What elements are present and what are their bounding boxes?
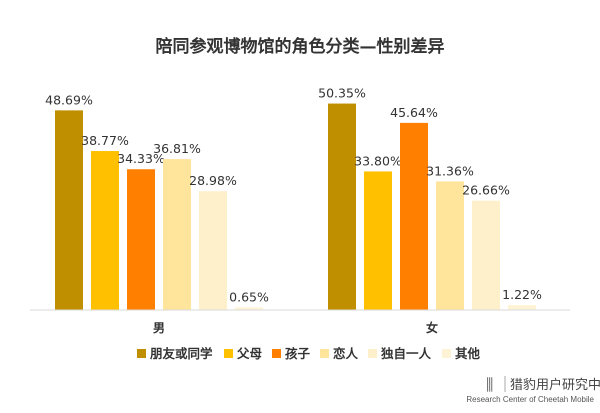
data-label: 50.35% [318, 86, 366, 101]
legend-swatch [368, 349, 377, 358]
legend-swatch [224, 349, 233, 358]
legend-label: 其他 [455, 346, 481, 361]
legend-swatch [442, 349, 451, 358]
legend-item: 恋人 [320, 346, 359, 361]
data-label: 34.33% [117, 151, 165, 166]
logo-mark-icon: ⫼ [486, 375, 493, 394]
legend-swatch [137, 349, 146, 358]
data-label: 28.98% [189, 173, 237, 188]
data-label: 33.80% [354, 153, 402, 168]
bar-1-3 [127, 169, 155, 310]
legend-label: 恋人 [333, 346, 359, 361]
logo-subtitle: Research Center of Cheetah Mobile [466, 395, 594, 404]
legend-label: 独自一人 [380, 346, 432, 361]
bar-1-2 [91, 151, 119, 310]
data-label: 1.22% [502, 287, 542, 302]
bar-1-1 [55, 110, 83, 310]
category-label: 男 [153, 321, 165, 335]
legend-swatch [272, 349, 281, 358]
legend-label: 父母 [236, 346, 263, 361]
category-label: 女 [426, 320, 438, 335]
legend-item: 其他 [442, 346, 481, 361]
bar-2-5 [472, 200, 500, 310]
bar-2-2 [364, 171, 392, 310]
data-label: 0.65% [229, 289, 269, 304]
logo-name: 猎豹用户研究中心 [510, 377, 600, 393]
bar-1-4 [163, 159, 191, 310]
bar-2-1 [328, 103, 356, 310]
bar-2-6 [508, 304, 536, 310]
data-label: 48.69% [45, 92, 93, 107]
legend-item: 朋友或同学 [137, 346, 213, 361]
legend-item: 孩子 [272, 346, 311, 361]
chart-title: 陪同参观博物馆的角色分类—性别差异 [156, 36, 445, 57]
bar-2-4 [436, 181, 464, 310]
bar-2-3 [400, 122, 428, 310]
legend-item: 独自一人 [368, 346, 432, 361]
data-label: 36.81% [153, 141, 201, 156]
legend-label: 朋友或同学 [149, 346, 213, 361]
data-label: 31.36% [426, 163, 474, 178]
logo: ⫼ 猎豹用户研究中心 Research Center of Cheetah Mo… [466, 375, 600, 404]
data-label: 45.64% [390, 105, 438, 120]
bar-1-5 [199, 191, 227, 310]
legend-swatch [320, 349, 329, 358]
data-label: 26.66% [462, 183, 510, 198]
legend-label: 孩子 [285, 346, 311, 361]
bar-1-6 [235, 307, 263, 310]
data-label: 38.77% [81, 133, 129, 148]
legend-item: 父母 [224, 346, 263, 361]
